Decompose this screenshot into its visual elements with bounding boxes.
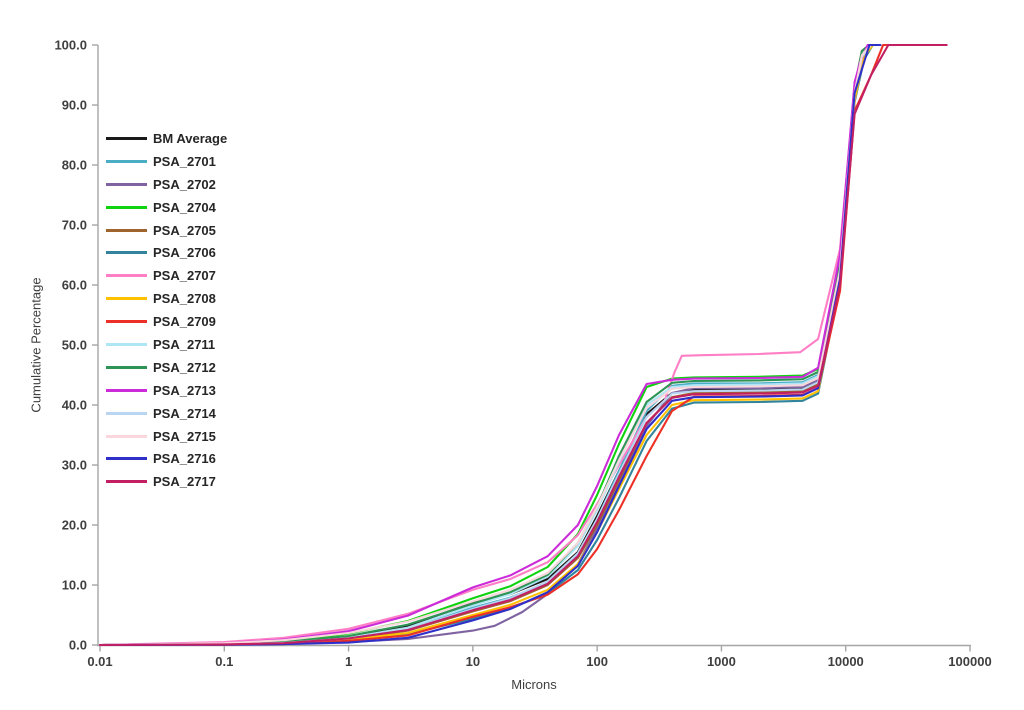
legend-swatch: [106, 274, 147, 278]
legend-swatch: [106, 434, 147, 438]
legend-swatch: [106, 365, 147, 369]
legend-item-PSA_2715: PSA_2715: [106, 425, 227, 448]
legend-item-PSA_2707: PSA_2707: [106, 264, 227, 287]
x-tick-label: 0.01: [87, 654, 112, 669]
legend-swatch: [106, 480, 147, 484]
y-tick-label: 10.0: [62, 578, 87, 593]
legend-item-PSA_2717: PSA_2717: [106, 470, 227, 493]
legend-item-PSA_2704: PSA_2704: [106, 196, 227, 219]
legend-label: PSA_2706: [153, 245, 216, 261]
legend-label: PSA_2704: [153, 199, 216, 215]
legend-item-PSA_2712: PSA_2712: [106, 356, 227, 379]
legend-swatch: [106, 297, 147, 301]
legend-label: PSA_2701: [153, 153, 216, 169]
legend-label: PSA_2705: [153, 222, 216, 238]
y-tick-label: 40.0: [62, 398, 87, 413]
y-tick-label: 20.0: [62, 518, 87, 533]
legend-label: PSA_2713: [153, 382, 216, 398]
legend-item-PSA_2701: PSA_2701: [106, 150, 227, 173]
legend-swatch: [106, 159, 147, 163]
legend-label: BM Average: [153, 130, 228, 146]
legend-swatch: [106, 342, 147, 346]
legend-label: PSA_2702: [153, 176, 216, 192]
x-tick-label: 0.1: [215, 654, 233, 669]
legend-label: PSA_2712: [153, 359, 216, 375]
x-tick-label: 10: [466, 654, 480, 669]
legend-item-PSA_2709: PSA_2709: [106, 310, 227, 333]
series-line-PSA_2717: [98, 43, 948, 647]
legend-item-PSA_2711: PSA_2711: [106, 333, 227, 356]
legend-swatch: [106, 251, 147, 255]
x-tick-label: 100000: [948, 654, 991, 669]
x-tick-label: 10000: [828, 654, 864, 669]
legend-swatch: [106, 388, 147, 392]
legend-label: PSA_2711: [153, 336, 216, 352]
legend-item-PSA_2706: PSA_2706: [106, 241, 227, 264]
series-line-PSA_2713: [98, 43, 876, 647]
y-tick-label: 70.0: [62, 218, 87, 233]
legend-item-BM-Average: BM Average: [106, 127, 227, 150]
x-tick-label: 1: [345, 654, 352, 669]
legend-item-PSA_2708: PSA_2708: [106, 287, 227, 310]
legend-item-PSA_2705: PSA_2705: [106, 219, 227, 242]
legend-label: PSA_2709: [153, 314, 216, 330]
legend-item-PSA_2713: PSA_2713: [106, 379, 227, 402]
y-tick-label: 80.0: [62, 158, 87, 173]
legend-label: PSA_2717: [153, 474, 216, 490]
legend-label: PSA_2708: [153, 291, 216, 307]
y-tick-label: 50.0: [62, 338, 87, 353]
legend-swatch: [106, 205, 147, 209]
legend-item-PSA_2714: PSA_2714: [106, 402, 227, 425]
y-tick-label: 0.0: [69, 638, 87, 653]
chart-legend: BM Average PSA_2701 PSA_2702 PSA_2704 PSA_27…: [106, 127, 227, 493]
legend-item-PSA_2716: PSA_2716: [106, 447, 227, 470]
x-tick-label: 1000: [707, 654, 736, 669]
legend-swatch: [106, 457, 147, 461]
y-tick-label: 100.0: [54, 38, 87, 53]
legend-label: PSA_2715: [153, 428, 216, 444]
x-axis-title: Microns: [511, 677, 557, 692]
y-axis-title: Cumulative Percentage: [28, 277, 44, 413]
legend-label: PSA_2716: [153, 451, 216, 467]
x-tick-label: 100: [586, 654, 608, 669]
y-tick-label: 90.0: [62, 98, 87, 113]
legend-swatch: [106, 411, 147, 415]
legend-swatch: [106, 136, 147, 140]
legend-item-PSA_2702: PSA_2702: [106, 173, 227, 196]
legend-swatch: [106, 228, 147, 232]
y-tick-label: 60.0: [62, 278, 87, 293]
legend-swatch: [106, 320, 147, 324]
y-tick-label: 30.0: [62, 458, 87, 473]
legend-label: PSA_2714: [153, 405, 216, 421]
legend-label: PSA_2707: [153, 268, 216, 284]
legend-swatch: [106, 182, 147, 186]
